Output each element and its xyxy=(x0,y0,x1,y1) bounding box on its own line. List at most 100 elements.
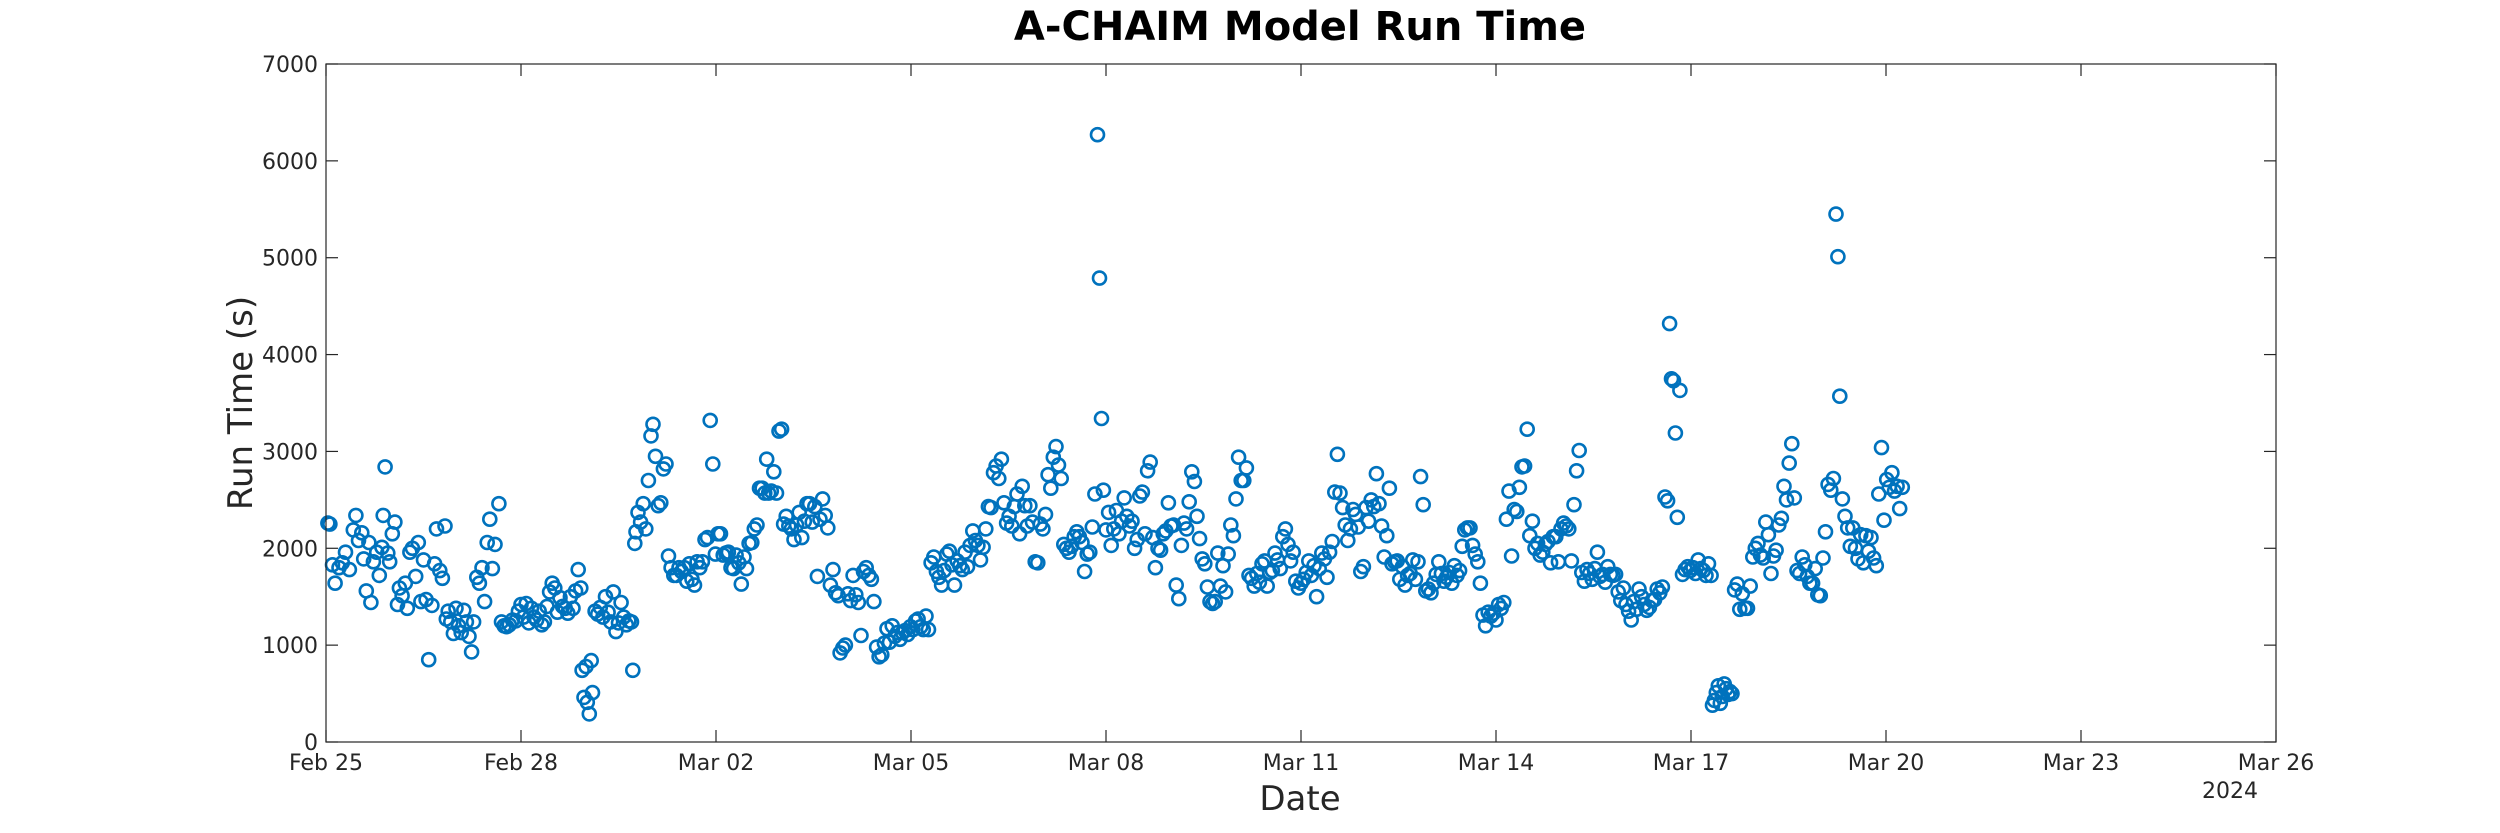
data-point xyxy=(1360,513,1377,530)
data-point xyxy=(1223,517,1239,533)
data-point xyxy=(371,567,388,584)
data-point xyxy=(1126,540,1143,557)
data-point xyxy=(1794,549,1810,565)
data-point xyxy=(1093,410,1110,427)
data-point xyxy=(1496,594,1512,611)
data-point xyxy=(463,644,480,660)
data-point xyxy=(1784,435,1800,452)
y-tick-label: 7000 xyxy=(262,53,318,78)
data-point xyxy=(1091,270,1108,286)
data-point xyxy=(1100,504,1117,521)
data-point xyxy=(1734,585,1751,602)
data-point xyxy=(1017,497,1033,514)
data-point xyxy=(712,525,729,542)
data-point xyxy=(387,514,403,530)
data-point xyxy=(1173,537,1190,554)
data-point xyxy=(840,585,856,602)
data-point xyxy=(1324,533,1340,550)
data-point xyxy=(450,617,467,634)
data-point xyxy=(1371,495,1387,512)
data-point xyxy=(581,706,598,722)
data-point xyxy=(804,514,821,530)
data-point xyxy=(758,451,775,468)
data-point xyxy=(1228,491,1244,507)
data-point xyxy=(1615,580,1632,596)
data-point xyxy=(959,558,976,575)
data-point xyxy=(434,570,451,587)
data-point xyxy=(533,616,550,633)
data-point xyxy=(1825,470,1842,487)
data-point xyxy=(322,516,338,532)
data-point xyxy=(1839,520,1856,536)
x-axis-label: Date xyxy=(1259,779,1340,819)
data-point xyxy=(1755,550,1771,566)
data-point xyxy=(471,575,488,592)
data-point xyxy=(773,421,790,438)
data-point xyxy=(1116,490,1132,506)
data-point xyxy=(1152,542,1169,559)
x-tick-label: Mar 11 xyxy=(1263,751,1340,776)
data-point xyxy=(1871,486,1887,502)
data-point xyxy=(1563,553,1580,569)
x-axis: Feb 25 Feb 28 Mar 02 Mar 05 Mar 08 Mar 11 Mar … xyxy=(289,64,2314,776)
data-point xyxy=(1332,485,1348,501)
data-point xyxy=(397,575,414,592)
y-tick-label: 4000 xyxy=(262,344,318,369)
data-point xyxy=(809,568,826,585)
data-point xyxy=(1155,525,1171,542)
data-point xyxy=(697,531,713,548)
scatter-series xyxy=(320,126,1911,722)
data-point xyxy=(1168,577,1184,593)
data-point xyxy=(1003,518,1020,534)
data-point xyxy=(1550,553,1567,570)
data-point xyxy=(1712,695,1729,712)
data-point xyxy=(437,518,453,534)
data-point xyxy=(375,507,392,524)
data-point xyxy=(1503,548,1520,564)
data-point xyxy=(1043,480,1059,497)
data-point xyxy=(1147,559,1164,576)
data-point xyxy=(1217,584,1234,600)
data-point xyxy=(623,614,640,630)
x-tick-label: Feb 25 xyxy=(289,751,363,776)
data-point xyxy=(819,520,836,536)
data-point xyxy=(1724,685,1740,702)
data-point xyxy=(583,652,600,669)
data-point xyxy=(1571,442,1587,459)
data-point xyxy=(1626,593,1642,610)
data-point xyxy=(650,497,667,514)
data-point xyxy=(350,532,367,549)
data-point xyxy=(1659,492,1676,509)
data-point xyxy=(365,553,382,570)
data-point xyxy=(597,588,614,605)
data-point xyxy=(652,494,669,511)
data-point xyxy=(337,544,354,561)
data-point xyxy=(1863,529,1879,546)
data-point xyxy=(1407,571,1424,588)
data-point xyxy=(1415,496,1431,513)
data-point xyxy=(1506,501,1522,518)
x-tick-label: Mar 14 xyxy=(1458,751,1535,776)
data-point xyxy=(990,470,1007,487)
data-point xyxy=(1178,521,1195,537)
data-point xyxy=(476,593,493,610)
data-point xyxy=(780,518,797,534)
data-point xyxy=(647,448,664,465)
data-point xyxy=(1509,503,1525,520)
data-point xyxy=(1451,562,1468,579)
data-point xyxy=(1763,565,1779,582)
data-point xyxy=(1048,438,1064,455)
data-point xyxy=(361,534,377,551)
data-point xyxy=(694,553,711,570)
data-point xyxy=(1285,544,1301,561)
data-point xyxy=(1703,567,1719,584)
data-point xyxy=(1103,537,1119,554)
chart-title: A-CHAIM Model Run Time xyxy=(1014,4,1586,50)
data-point xyxy=(972,552,989,568)
data-point xyxy=(1760,526,1777,543)
data-point xyxy=(1277,521,1294,537)
data-point xyxy=(1778,492,1795,508)
plot-frame xyxy=(325,63,2277,743)
data-point xyxy=(1308,588,1325,605)
y-tick-label: 6000 xyxy=(262,150,318,175)
